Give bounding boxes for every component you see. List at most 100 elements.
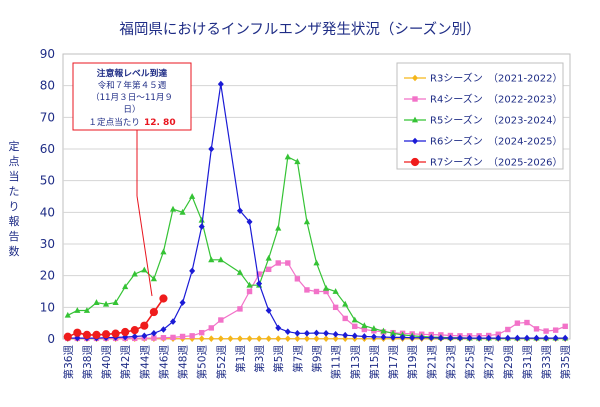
data-point <box>236 269 244 275</box>
legend-period: （2024-2025） <box>488 136 563 148</box>
data-point <box>111 329 120 338</box>
data-point <box>485 334 492 342</box>
data-point <box>342 315 348 322</box>
legend-swatch-marker <box>412 74 418 82</box>
y-tick-label: 60 <box>40 142 55 156</box>
data-point <box>533 326 540 332</box>
x-tick-label: 第15週 <box>368 345 381 380</box>
data-point <box>313 288 320 295</box>
data-point <box>246 281 253 288</box>
legend-label: R4シーズン <box>430 93 483 106</box>
series-R7シーズン <box>63 294 168 341</box>
x-tick-label: 第50週 <box>196 345 209 380</box>
data-point <box>131 333 138 340</box>
annotation-period: （11月３日～11月９ <box>91 92 173 103</box>
data-point <box>437 334 444 342</box>
data-point <box>543 334 550 342</box>
data-point <box>294 158 301 165</box>
annotation-period-end: 日） <box>123 104 140 115</box>
data-point <box>198 223 205 230</box>
data-point <box>418 334 425 342</box>
y-axis-label-char: 数 <box>9 245 20 258</box>
legend-label: R6シーズン <box>430 135 483 148</box>
data-point <box>170 334 176 341</box>
data-point <box>332 330 339 338</box>
x-tick-label: 第3週 <box>253 345 266 373</box>
data-point <box>275 324 282 332</box>
data-point <box>122 333 129 341</box>
data-point <box>265 266 272 273</box>
series-layer <box>63 80 569 342</box>
data-point <box>285 260 291 266</box>
y-axis-label-char: 告 <box>9 230 20 243</box>
x-tick-label: 第21週 <box>425 345 438 380</box>
legend: R3シーズン （2021-2022） R4シーズン （2022-2023） R5シーズン… <box>396 62 564 170</box>
series-line <box>67 262 566 339</box>
data-point <box>92 330 101 339</box>
y-tick-label: 30 <box>40 237 55 251</box>
legend-period: （2025-2026） <box>488 157 563 169</box>
annotation-week: 令和７年第４５週 <box>98 79 167 91</box>
legend-box <box>396 62 564 170</box>
y-axis-label-char: 点 <box>9 155 20 168</box>
annotation-value-prefix: １定点当たり <box>88 116 140 128</box>
data-point <box>284 328 291 336</box>
data-point <box>160 326 167 333</box>
data-point <box>361 333 368 340</box>
data-point <box>101 330 111 339</box>
annotation-callout: 注意報レベル到達 令和７年第４５週 （11月３日～11月９ 日） １定点当たり 1… <box>72 62 192 297</box>
data-point <box>74 307 81 313</box>
data-point <box>322 284 330 291</box>
data-point <box>323 288 329 295</box>
legend-entry: R3シーズン （2021-2022） <box>404 72 563 85</box>
y-tick-label: 40 <box>40 205 55 219</box>
data-point <box>189 333 195 339</box>
data-point <box>121 327 130 337</box>
data-point <box>63 332 72 341</box>
data-point <box>533 334 540 342</box>
data-point <box>198 335 205 342</box>
y-axis-label-char: 報 <box>9 215 20 228</box>
chart-title: 福岡県におけるインフルエンザ発生状況（シーズン別） <box>119 21 480 38</box>
data-point <box>323 335 330 342</box>
data-point <box>227 335 234 342</box>
data-point <box>179 333 186 340</box>
y-tick-label: 80 <box>40 79 55 93</box>
data-point <box>169 205 177 212</box>
data-point <box>495 334 502 342</box>
data-point <box>140 321 149 330</box>
y-tick-label: 20 <box>40 269 55 283</box>
y-axis-label-char: 当 <box>9 169 20 183</box>
data-point <box>159 294 168 303</box>
data-point <box>141 266 148 273</box>
data-point <box>380 333 387 341</box>
x-tick-label: 第23週 <box>444 345 457 380</box>
x-tick-label: 第52週 <box>215 345 228 380</box>
x-tick-label: 第29週 <box>502 345 515 380</box>
data-point <box>284 153 291 160</box>
legend-label: R7シーズン <box>430 156 483 169</box>
data-point <box>514 320 521 326</box>
data-point <box>64 311 71 318</box>
data-point <box>170 318 177 325</box>
legend-period: （2023-2024） <box>488 115 563 127</box>
data-point <box>342 331 349 339</box>
data-point <box>256 280 263 287</box>
data-point <box>332 288 339 294</box>
legend-entry: R5シーズン （2023-2024） <box>404 114 563 127</box>
x-tick-label: 第31週 <box>521 345 534 380</box>
y-axis-ticks: 0 10 20 30 40 50 60 70 80 90 <box>40 47 55 346</box>
x-tick-label: 第19週 <box>406 345 419 380</box>
data-point <box>218 317 224 323</box>
data-point <box>246 288 253 295</box>
data-point <box>237 306 243 312</box>
data-point <box>208 145 215 153</box>
data-point <box>351 332 358 340</box>
data-point <box>313 335 320 342</box>
legend-entry: R7シーズン （2025-2026） <box>404 156 563 169</box>
data-point <box>122 283 129 290</box>
annotation-box <box>72 62 192 131</box>
data-point <box>275 224 282 231</box>
data-point <box>149 307 158 317</box>
